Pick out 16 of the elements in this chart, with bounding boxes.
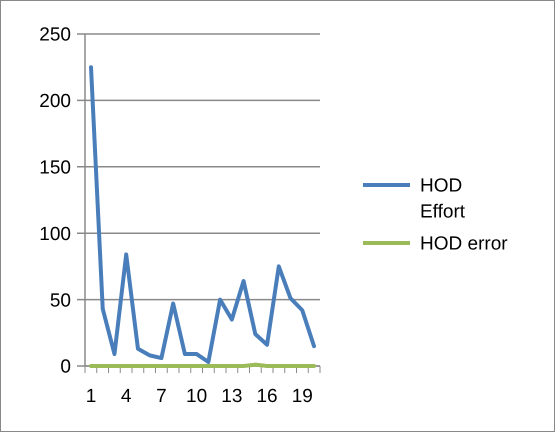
y-tick-label: 50 xyxy=(50,290,71,312)
line-series xyxy=(89,65,316,364)
x-tick-label: 13 xyxy=(221,386,242,407)
y-tick-label: 200 xyxy=(39,91,71,112)
x-tick-label: 19 xyxy=(292,386,313,407)
x-tick-label: 1 xyxy=(86,386,96,407)
y-tick-label: 150 xyxy=(39,157,71,178)
y-tick-label: 0 xyxy=(60,356,71,378)
x-tick-label: 10 xyxy=(186,386,208,407)
y-tick-label: 250 xyxy=(39,24,71,46)
x-tick-label: 16 xyxy=(256,386,278,407)
legend-label: HOD error xyxy=(420,234,508,255)
x-tick-label: 7 xyxy=(156,386,167,407)
legend-label: HOD Effort xyxy=(420,176,466,223)
y-tick-label: 100 xyxy=(39,224,71,245)
x-tick-label: 4 xyxy=(120,386,132,407)
